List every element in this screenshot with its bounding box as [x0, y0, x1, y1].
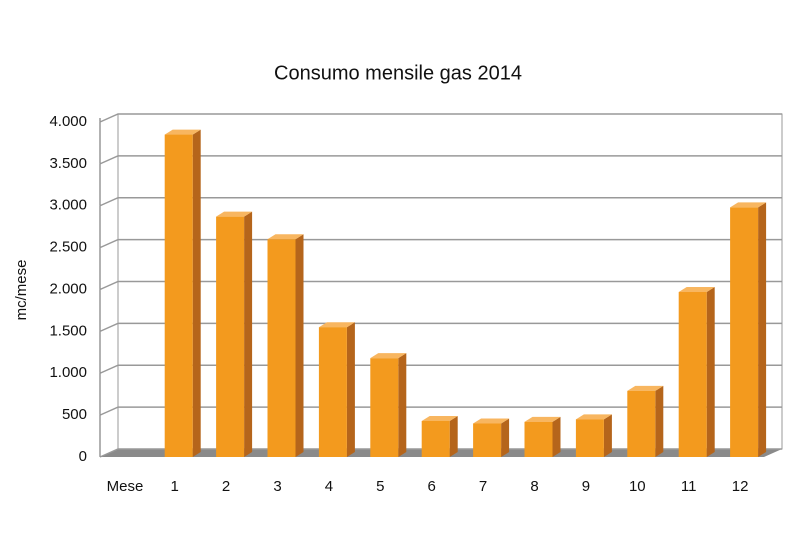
- bar: [575, 414, 612, 457]
- x-tick-label: 4: [325, 478, 333, 495]
- bar-face: [164, 134, 193, 457]
- x-tick-label: 11: [681, 478, 697, 495]
- y-tick-label: 500: [62, 406, 87, 423]
- grid-line: [99, 280, 782, 291]
- grid-line: [99, 322, 782, 333]
- x-tick-label: 2: [222, 478, 230, 495]
- bar-face: [216, 216, 245, 457]
- x-tick-label: 5: [376, 478, 384, 495]
- bar-face: [575, 414, 612, 420]
- bar: [318, 322, 355, 457]
- bar: [524, 416, 561, 457]
- bar-face: [267, 234, 304, 240]
- bar-face: [678, 287, 715, 293]
- grid-line: [99, 364, 782, 374]
- bar: [730, 202, 767, 457]
- bar-face: [524, 421, 553, 457]
- x-tick-label: 3: [273, 478, 281, 495]
- bar-face: [216, 211, 253, 217]
- bar-face: [524, 416, 561, 422]
- bar-face: [192, 129, 201, 457]
- bar-face: [164, 129, 201, 135]
- bar-face: [346, 322, 355, 457]
- bar-face: [627, 390, 656, 457]
- x-tick-label: 1: [171, 478, 179, 495]
- x-tick-label: 12: [732, 478, 749, 495]
- y-tick-label: 1.000: [49, 364, 87, 381]
- bar-face: [627, 385, 664, 391]
- bar-face: [449, 415, 458, 457]
- bar: [678, 287, 715, 457]
- y-axis-label: mc/mese: [13, 260, 30, 321]
- grid-line: [99, 448, 782, 458]
- y-tick-label: 1.500: [49, 322, 87, 339]
- y-tick-label: 3.500: [49, 155, 87, 172]
- bar-face: [603, 414, 612, 457]
- y-tick-label: 2.000: [49, 280, 87, 297]
- grid-line: [99, 406, 782, 416]
- bar-face: [244, 211, 253, 457]
- grid-line: [99, 197, 782, 207]
- bar: [164, 129, 201, 457]
- x-tick-label: 6: [428, 478, 436, 495]
- grid-line: [99, 155, 782, 165]
- bar-face: [730, 207, 759, 457]
- bar: [627, 385, 664, 457]
- bar-face: [706, 287, 715, 457]
- bar-face: [473, 418, 510, 424]
- grid-line: [99, 238, 782, 249]
- bar-face: [473, 423, 502, 457]
- bar: [370, 353, 407, 457]
- bar-face: [730, 202, 767, 208]
- bar-face: [501, 418, 510, 457]
- bar-face: [421, 415, 458, 421]
- bar-face: [678, 292, 707, 457]
- bar-face: [318, 327, 347, 457]
- bar-face: [655, 385, 664, 457]
- x-axis-label: Mese: [107, 478, 144, 495]
- x-tick-label: 8: [530, 478, 538, 495]
- y-tick-label: 3.000: [49, 197, 87, 214]
- x-tick-label: 9: [582, 478, 590, 495]
- bar-face: [552, 416, 561, 457]
- bar-face: [398, 353, 407, 457]
- bar: [421, 415, 458, 457]
- chart-title: Consumo mensile gas 2014: [274, 62, 522, 84]
- bar-face: [421, 420, 450, 457]
- bar-face: [267, 239, 296, 457]
- bar-face: [295, 234, 304, 457]
- bar-face: [318, 322, 355, 328]
- bar-face: [370, 358, 399, 457]
- bar: [216, 211, 253, 457]
- bar-face: [370, 353, 407, 359]
- grid-line: [99, 113, 782, 123]
- y-tick-label: 2.500: [49, 239, 87, 256]
- y-tick-label: 0: [79, 448, 87, 465]
- x-tick-label: 7: [479, 478, 487, 495]
- bar-face: [758, 202, 767, 457]
- x-tick-label: 10: [629, 478, 646, 495]
- y-tick-label: 4.000: [49, 113, 87, 130]
- bar: [267, 234, 304, 457]
- bar-face: [575, 419, 604, 457]
- bar: [473, 418, 510, 457]
